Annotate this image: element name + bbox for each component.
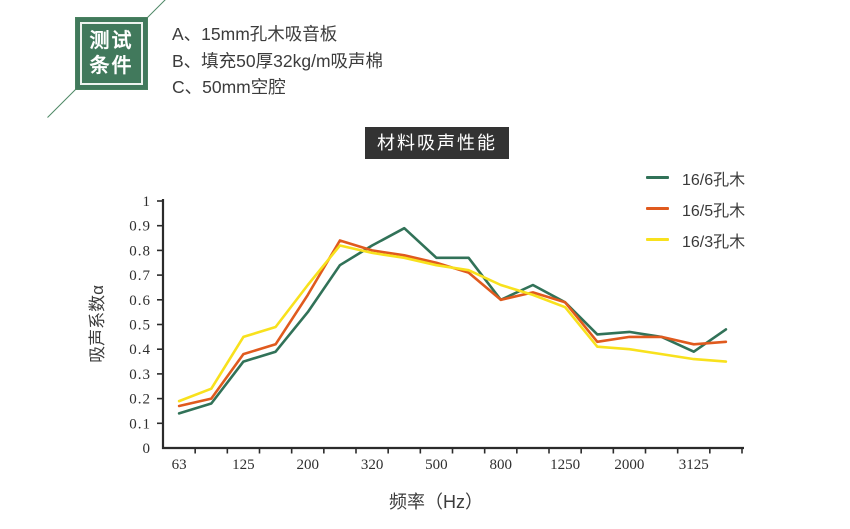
series-line-2 xyxy=(177,239,728,408)
x-axis-title: 频率（Hz） xyxy=(389,492,483,512)
series-line-1 xyxy=(177,226,728,415)
x-tick-label: 63 xyxy=(172,457,187,473)
y-tick-label: 0.8 xyxy=(129,243,151,259)
test-conditions-badge-inner: 测试 条件 xyxy=(80,22,143,85)
condition-line-1: A、15mm孔木吸音板 xyxy=(172,24,338,44)
x-tick-label: 200 xyxy=(297,457,320,473)
conditions-list: A、15mm孔木吸音板 B、填充50厚32kg/m吸声棉 C、50mm空腔 xyxy=(172,21,383,101)
y-tick-label: 0.7 xyxy=(129,268,151,284)
legend-label: 16/5孔木 xyxy=(682,202,746,220)
legend: 16/6孔木 16/5孔木 16/3孔木 xyxy=(646,162,745,255)
legend-item-2: 16/5孔木 xyxy=(646,193,745,224)
x-tick-label: 2000 xyxy=(614,457,644,473)
badge-line1: 测试 xyxy=(89,29,134,52)
y-tick-label: 0.9 xyxy=(129,219,151,235)
test-conditions-badge: 测试 条件 xyxy=(75,17,148,90)
legend-item-1: 16/6孔木 xyxy=(646,162,745,193)
y-tick-label: 0.4 xyxy=(129,342,151,358)
series-line-3 xyxy=(177,244,728,403)
x-tick-label: 320 xyxy=(361,457,384,473)
y-tick-label: 0.1 xyxy=(129,416,151,432)
badge-line2: 条件 xyxy=(89,54,134,77)
y-tick-label: 0.5 xyxy=(129,318,151,334)
x-tick-label: 800 xyxy=(490,457,513,473)
legend-swatch-line xyxy=(646,207,669,210)
legend-swatch-line xyxy=(646,238,669,241)
y-axis-title: 吸声系数α xyxy=(88,285,107,363)
legend-label: 16/3孔木 xyxy=(682,233,746,251)
condition-line-3: C、50mm空腔 xyxy=(172,77,286,97)
y-tick-label: 0.3 xyxy=(129,367,151,383)
x-tick-label: 125 xyxy=(232,457,255,473)
x-tick-label: 500 xyxy=(425,457,448,473)
y-tick-label: 0.6 xyxy=(129,293,151,309)
legend-label: 16/6孔木 xyxy=(682,171,746,189)
y-tick-label: 0.2 xyxy=(129,392,151,408)
y-tick-label: 1 xyxy=(143,194,152,210)
x-tick-label: 1250 xyxy=(550,457,580,473)
chart-title: 材料吸声性能 xyxy=(365,127,509,159)
y-tick-label: 0 xyxy=(143,441,152,457)
legend-swatch-line xyxy=(646,176,669,179)
x-tick-label: 3125 xyxy=(679,457,709,473)
legend-item-3: 16/3孔木 xyxy=(646,224,745,255)
condition-line-2: B、填充50厚32kg/m吸声棉 xyxy=(172,50,384,71)
